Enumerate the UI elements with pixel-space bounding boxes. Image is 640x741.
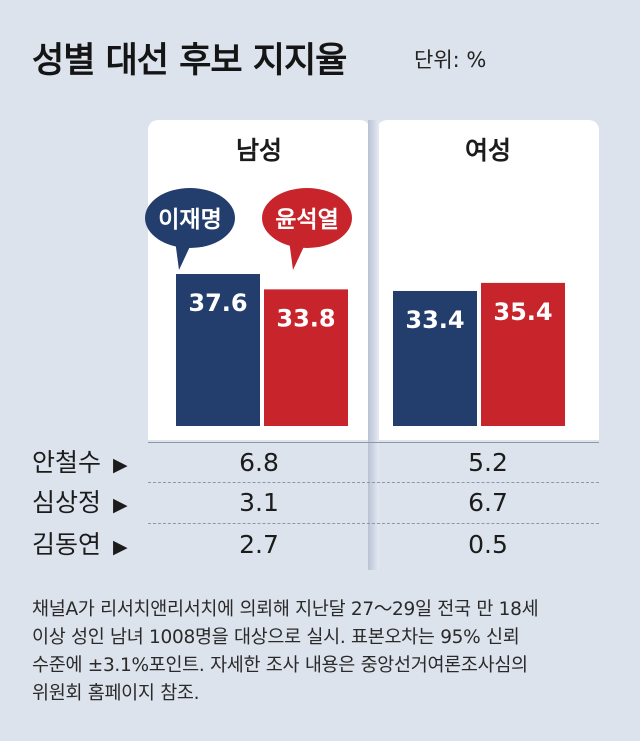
category-label-male: 남성	[235, 136, 282, 165]
category-label-female: 여성	[464, 136, 511, 165]
value-ahn-female: 5.2	[468, 448, 508, 477]
value-sim-male: 3.1	[239, 488, 279, 517]
value-kim-male: 2.7	[239, 530, 279, 559]
footnote: 채널A가 리서치앤리서치에 의뢰해 지난달 27～29일 전국 만 18세 이상…	[32, 599, 539, 704]
panel-divider	[368, 120, 379, 570]
chart-title: 성별 대선 후보 지지율	[32, 41, 347, 81]
unit-label: 단위: %	[414, 48, 487, 72]
panel-male: 남성	[148, 120, 370, 440]
value-kim-female: 0.5	[468, 530, 508, 559]
candidate-label-sim: 심상정 ▶	[32, 488, 128, 517]
row-divider	[148, 442, 599, 443]
candidate-label-ahn: 안철수 ▶	[32, 448, 128, 477]
value-ahn-male: 6.8	[239, 448, 279, 477]
row-divider	[148, 482, 599, 483]
row-divider	[148, 523, 599, 524]
candidate-label-kim: 김동연 ▶	[32, 530, 128, 559]
value-sim-female: 6.7	[468, 488, 508, 517]
panel-female: 여성	[377, 120, 599, 440]
